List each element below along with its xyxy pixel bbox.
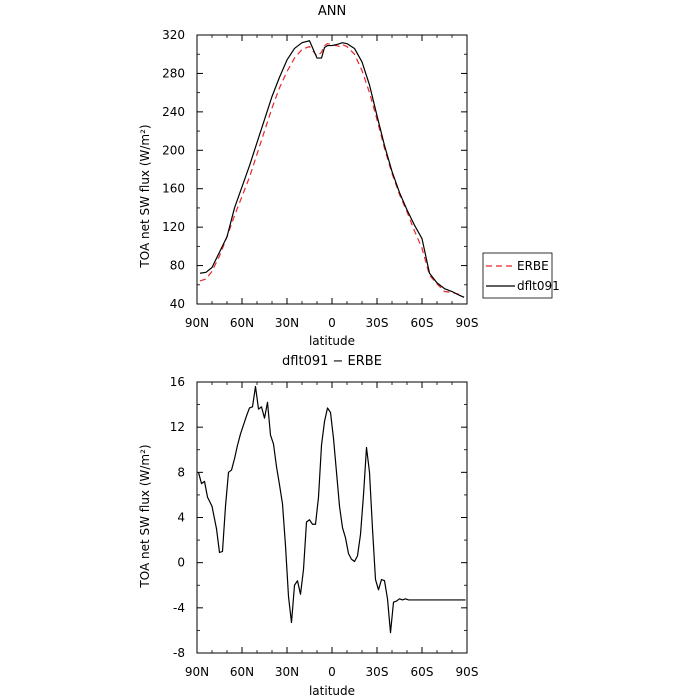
x-tick-label: 60S [411, 665, 434, 679]
y-tick-label: 4 [177, 511, 185, 525]
x-tick-label: 60N [230, 665, 254, 679]
x-tick-label: 30S [366, 316, 389, 330]
y-axis-label: TOA net SW flux (W/m²) [138, 124, 152, 268]
y-tick-label: 200 [162, 143, 185, 157]
series-line-erbe [199, 43, 465, 298]
y-tick-label: -8 [173, 646, 185, 660]
y-tick-label: 16 [170, 375, 185, 389]
annual-flux-panel: ANN latitude TOA net SW flux (W/m²) 90N 6… [138, 4, 560, 348]
x-tick-label: 90S [456, 665, 479, 679]
x-tick-label: 0 [328, 665, 336, 679]
legend: ERBE dflt091 [482, 252, 560, 299]
y-tick-label: 12 [170, 420, 185, 434]
legend-label-dflt091: dflt091 [517, 279, 560, 293]
series-line-dflt091 [199, 40, 465, 298]
series-layer [199, 40, 465, 298]
x-tick-label: 60N [230, 316, 254, 330]
y-tick-label: 0 [177, 556, 185, 570]
y-tick-label: -4 [173, 601, 185, 615]
panel-title: ANN [318, 4, 346, 19]
x-tick-label: 30N [275, 316, 299, 330]
x-tick-label: 30S [366, 665, 389, 679]
y-tick-label: 160 [162, 182, 185, 196]
x-axis-label: latitude [309, 334, 355, 348]
legend-box [482, 252, 553, 299]
series-line-difference [197, 385, 466, 634]
x-tick-label: 90N [185, 665, 209, 679]
legend-label-erbe: ERBE [517, 259, 549, 273]
series-layer [197, 385, 466, 634]
y-tick-label: 80 [170, 259, 185, 273]
x-tick-label: 90N [185, 316, 209, 330]
y-axis-label: TOA net SW flux (W/m²) [138, 444, 152, 588]
x-tick-label: 60S [411, 316, 434, 330]
y-tick-label: 240 [162, 105, 185, 119]
axis-ticks: 90N 60N 30N 0 30S 60S 90S 40 80 120 160 200 240 280 32… [162, 28, 478, 330]
y-tick-label: 320 [162, 28, 185, 42]
x-tick-label: 0 [328, 316, 336, 330]
y-tick-label: 40 [170, 297, 185, 311]
x-tick-label: 90S [456, 316, 479, 330]
plot-frame [196, 381, 468, 654]
y-tick-label: 280 [162, 66, 185, 80]
panel-title: dflt091 − ERBE [282, 354, 382, 369]
y-tick-label: 8 [177, 465, 185, 479]
plot-frame [196, 34, 468, 305]
axis-ticks: 90N 60N 30N 0 30S 60S 90S -8 -4 0 4 8 12 16 [170, 375, 479, 679]
y-tick-label: 120 [162, 220, 185, 234]
x-axis-label: latitude [309, 684, 355, 698]
difference-panel: dflt091 − ERBE latitude TOA net SW flux … [138, 354, 478, 698]
x-tick-label: 30N [275, 665, 299, 679]
